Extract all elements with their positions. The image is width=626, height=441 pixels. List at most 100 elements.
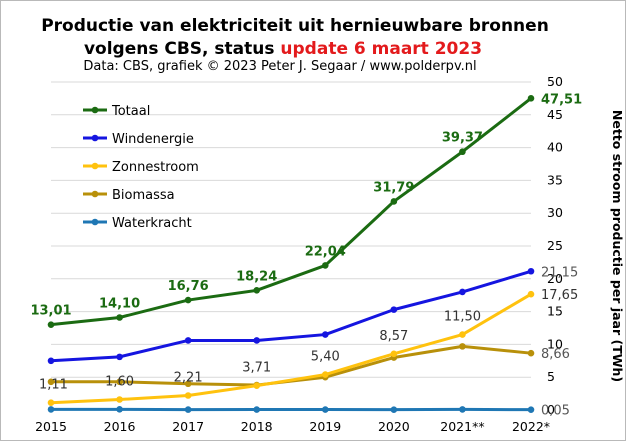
chart-title-line2-prefix: volgens CBS, status xyxy=(84,39,280,59)
series-line xyxy=(50,97,532,327)
data-point xyxy=(116,406,123,413)
data-point xyxy=(527,349,535,357)
data-point xyxy=(390,198,398,205)
legend-swatch-marker xyxy=(91,106,99,114)
data-label: 1,11 xyxy=(39,378,68,393)
data-point xyxy=(253,406,261,413)
chart-title-highlight: update 6 maart 2023 xyxy=(280,39,482,59)
series-layer xyxy=(47,95,535,413)
data-label: 11,50 xyxy=(444,310,481,325)
y-axis-label: Netto stroom productie per jaar (TWh) xyxy=(610,110,625,382)
y-tick-label: 30 xyxy=(547,205,563,220)
data-point xyxy=(184,337,192,344)
y-tick-label: 40 xyxy=(547,140,563,155)
y-tick-label: 15 xyxy=(547,304,563,319)
data-point xyxy=(527,290,535,298)
data-point xyxy=(321,406,329,413)
legend-swatch-marker xyxy=(91,162,99,170)
chart-title-line2: volgens CBS, status update 6 maart 2023 xyxy=(84,39,482,59)
data-label: 18,24 xyxy=(236,269,277,284)
data-point xyxy=(184,296,192,304)
data-point xyxy=(116,378,123,386)
data-point xyxy=(527,267,535,275)
data-point xyxy=(47,406,55,413)
legend-entry: Windenergie xyxy=(112,132,194,147)
data-point xyxy=(116,314,123,321)
data-label: 5,40 xyxy=(311,350,340,365)
legend-swatch-marker xyxy=(91,218,99,226)
x-tick-label: 2018 xyxy=(241,419,273,434)
data-label: 8,57 xyxy=(379,329,408,344)
y-tick-label: 10 xyxy=(547,336,563,351)
data-point xyxy=(459,331,466,338)
data-label: 22,04 xyxy=(305,244,346,259)
data-label: 0,05 xyxy=(541,404,570,419)
x-tick-label: 2017 xyxy=(172,419,204,434)
data-point xyxy=(253,337,261,344)
legend-swatch-marker xyxy=(91,134,99,142)
series-line xyxy=(50,269,532,363)
legend-entry: Zonnestroom xyxy=(112,160,199,175)
data-point xyxy=(321,331,329,338)
data-point xyxy=(47,321,55,328)
data-point xyxy=(116,396,123,403)
x-tick-label: 2020 xyxy=(378,419,410,434)
data-label: 2,21 xyxy=(174,371,203,386)
chart-subtitle: Data: CBS, grafiek © 2023 Peter J. Segaa… xyxy=(83,59,476,74)
data-point xyxy=(253,382,261,389)
data-point xyxy=(390,306,398,313)
data-point xyxy=(390,350,398,358)
data-point xyxy=(116,353,123,361)
y-tick-label: 20 xyxy=(547,271,563,286)
series-line xyxy=(50,292,532,405)
legend-entry: Totaal xyxy=(111,104,150,119)
chart-title-line1: Productie van elektriciteit uit hernieuw… xyxy=(41,16,549,36)
data-label: 16,76 xyxy=(168,279,209,294)
data-point xyxy=(253,287,261,294)
legend-entry: Waterkracht xyxy=(112,216,192,231)
data-label: 39,37 xyxy=(442,131,483,146)
data-point xyxy=(459,343,466,350)
data-point xyxy=(321,371,329,378)
data-point xyxy=(527,406,535,413)
data-label: 1,60 xyxy=(105,375,134,390)
data-point xyxy=(321,262,329,269)
legend-swatch-marker xyxy=(91,190,99,198)
x-tick-label: 2015 xyxy=(35,419,67,434)
data-label: 8,66 xyxy=(541,347,570,362)
legend: Totaal Windenergie Zonnestroom Biomassa Wate… xyxy=(83,104,199,231)
data-label-layer: 13,01 14,10 16,76 18,24 22,04 31,79 39,37 47,51… xyxy=(30,92,582,418)
x-tick-label: 2022* xyxy=(512,419,550,434)
y-tick-label: 50 xyxy=(547,74,563,89)
data-point xyxy=(390,406,398,413)
data-label: 21,15 xyxy=(541,265,578,280)
x-tick-label: 2021** xyxy=(440,419,484,434)
data-point xyxy=(459,288,466,296)
y-tick-label: 35 xyxy=(547,172,563,187)
data-label: 14,10 xyxy=(99,297,140,312)
legend-entry: Biomassa xyxy=(112,188,175,203)
data-point xyxy=(47,357,55,365)
data-label: 3,71 xyxy=(242,361,271,376)
data-point xyxy=(459,406,466,413)
x-tick-label: 2016 xyxy=(104,419,136,434)
data-label: 13,01 xyxy=(30,304,71,319)
data-label: 47,51 xyxy=(541,92,582,107)
data-point xyxy=(459,148,466,156)
data-point xyxy=(184,392,192,399)
data-point xyxy=(47,378,55,386)
axis-layer: 0 5 10 15 20 25 30 35 40 45 50 2015 2016 2017 2018 2019… xyxy=(35,74,563,434)
data-point xyxy=(47,399,55,407)
y-tick-label: 5 xyxy=(547,369,555,384)
data-point xyxy=(527,95,535,102)
y-tick-label: 0 xyxy=(547,402,555,417)
data-label: 17,65 xyxy=(541,288,578,303)
y-tick-label: 25 xyxy=(547,238,563,253)
y-tick-label: 45 xyxy=(547,107,563,122)
data-label: 31,79 xyxy=(373,180,414,195)
x-tick-label: 2019 xyxy=(309,419,341,434)
data-point xyxy=(184,406,192,413)
data-point xyxy=(184,380,192,388)
